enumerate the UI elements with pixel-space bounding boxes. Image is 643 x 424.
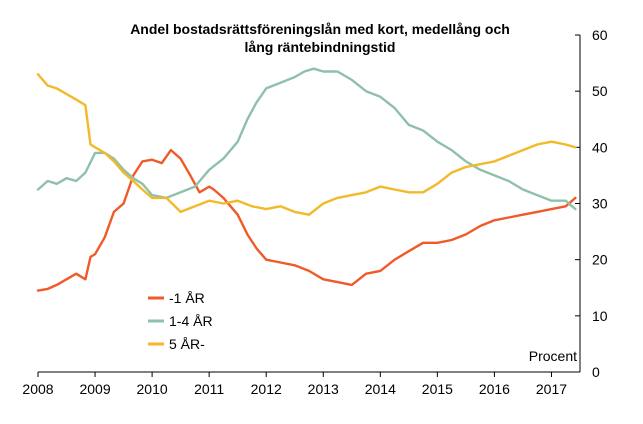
y-tick-label: 10 xyxy=(592,308,608,324)
legend-label: -1 ÅR xyxy=(169,290,205,306)
x-tick-label: 2013 xyxy=(308,381,339,397)
x-tick-label: 2012 xyxy=(251,381,282,397)
chart-title-line-1: Andel bostadsrättsföreningslån med kort,… xyxy=(130,21,510,37)
series-lines xyxy=(36,67,577,292)
chart-title: Andel bostadsrättsföreningslån med kort,… xyxy=(130,21,510,55)
y-tick-label: 0 xyxy=(592,364,600,380)
y-tick-label: 20 xyxy=(592,252,608,268)
x-tick-label: 2011 xyxy=(194,381,224,397)
unit-label: Procent xyxy=(529,348,577,364)
x-tick-label: 2016 xyxy=(479,381,510,397)
legend-label: 5 ÅR- xyxy=(169,336,205,352)
series-line xyxy=(36,67,577,211)
x-tick-label: 2017 xyxy=(536,381,567,397)
series-line xyxy=(36,148,577,292)
legend-label: 1-4 ÅR xyxy=(169,313,213,329)
chart-title-line-2: lång räntebindningstid xyxy=(245,39,396,55)
y-tick-label: 40 xyxy=(592,139,608,155)
x-tick-label: 2014 xyxy=(365,381,396,397)
x-tick-label: 2008 xyxy=(22,381,53,397)
y-tick-label: 60 xyxy=(592,27,608,43)
y-tick-label: 50 xyxy=(592,83,608,99)
x-tick-label: 2009 xyxy=(79,381,110,397)
x-tick-label: 2010 xyxy=(137,381,168,397)
x-tick-label: 2015 xyxy=(422,381,453,397)
legend: -1 ÅR 1-4 ÅR 5 ÅR- xyxy=(148,290,213,352)
axes: 2008 2009 2010 2011 2012 2013 2014 2015 2016 2017… xyxy=(22,27,607,397)
series-line xyxy=(36,73,577,216)
y-tick-label: 30 xyxy=(592,196,608,212)
